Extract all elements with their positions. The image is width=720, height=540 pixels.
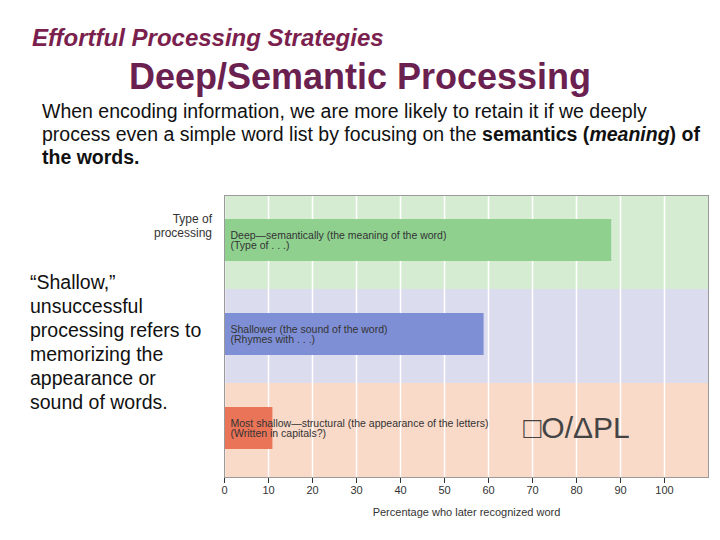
html-text:Type of processing: Type of processing — [154, 212, 212, 240]
svg-text:20: 20 — [306, 484, 318, 496]
svg-text:□O/ΔPL: □O/ΔPL — [523, 411, 630, 444]
html-text:When encoding information, we: When encoding information, we are more l… — [42, 100, 700, 168]
svg-text:10: 10 — [262, 484, 274, 496]
html-text:Effortful Processing Strategie: Effortful Processing Strategies — [32, 24, 384, 51]
svg-text:Percentage who later recognize: Percentage who later recognized word — [373, 506, 561, 518]
svg-text:100: 100 — [655, 484, 673, 496]
svg-text:Shallower (the sound of the wo: Shallower (the sound of the word)(Rhymes… — [231, 323, 388, 346]
svg-text:Most shallow—structural (the a: Most shallow—structural (the appearance … — [231, 417, 489, 440]
svg-text:90: 90 — [614, 484, 626, 496]
html-text:“Shallow,” unsuccessful proces: “Shallow,” unsuccessful processing refer… — [30, 271, 202, 413]
svg-text:Deep—semantically (the meaning: Deep—semantically (the meaning of the wo… — [231, 229, 447, 252]
svg-text:60: 60 — [482, 484, 494, 496]
svg-text:0: 0 — [221, 484, 227, 496]
svg-text:50: 50 — [438, 484, 450, 496]
svg-text:30: 30 — [350, 484, 362, 496]
html-text:Deep/Semantic Processing: Deep/Semantic Processing — [128, 56, 592, 97]
svg-text:80: 80 — [570, 484, 582, 496]
svg-text:70: 70 — [526, 484, 538, 496]
svg-text:40: 40 — [394, 484, 406, 496]
